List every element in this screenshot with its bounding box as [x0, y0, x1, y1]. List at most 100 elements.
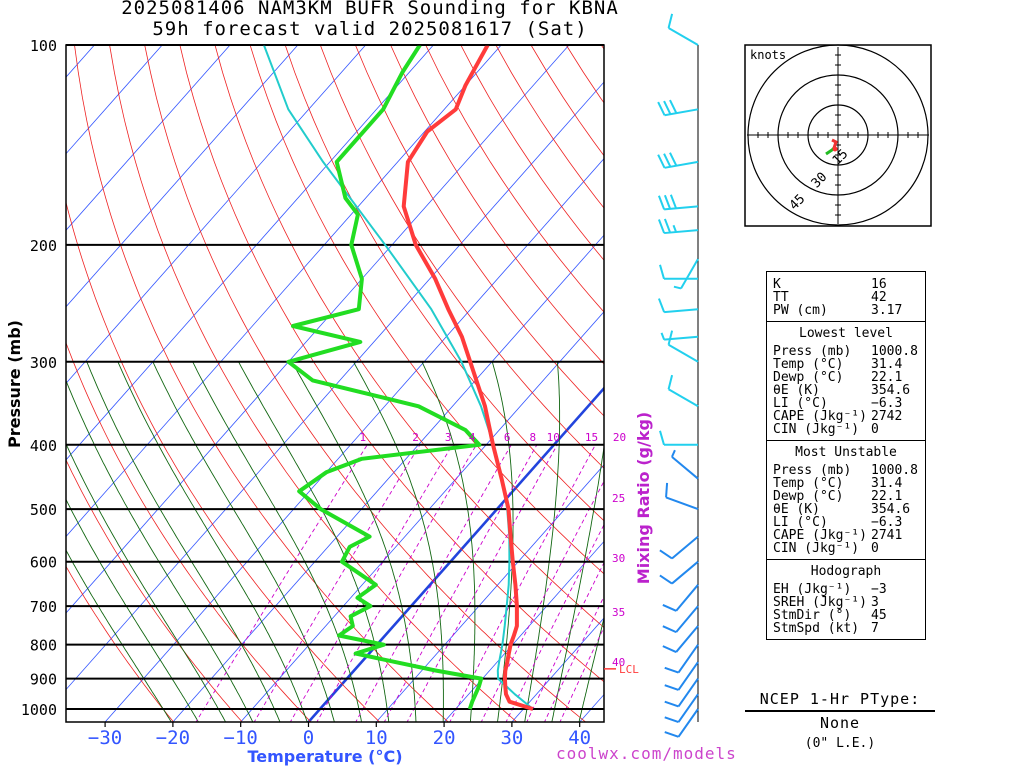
mixing-axis-label: Mixing Ratio (g/kg): [634, 412, 653, 584]
mixing-ratio-lines: [195, 444, 604, 722]
param-row: Press (mb) 1000.8: [773, 464, 919, 477]
barb-flag: [664, 684, 679, 691]
wind-barb: [657, 218, 699, 235]
credit-url: coolwx.com/models: [556, 744, 737, 763]
param-row: Temp (°C) 31.4: [773, 477, 919, 490]
mixing-ratio-line: [544, 595, 604, 722]
mixing-ratio-line: [355, 444, 512, 722]
barb-flag: [664, 666, 679, 674]
isotherm-line: [66, 45, 434, 461]
barb-flag: [669, 152, 678, 167]
barb-flag: [659, 264, 665, 280]
param-value: 1000.8: [871, 463, 918, 478]
temp-tick-label: 10: [365, 727, 388, 749]
pressure-tick-label: 200: [30, 237, 57, 255]
wind-barb: [662, 605, 699, 634]
barb-flag: [664, 716, 679, 723]
mixing-ratio-line: [480, 480, 604, 722]
isotherm-line: [66, 45, 367, 384]
dry-adiabat: [319, 45, 604, 469]
barb-flag: [657, 298, 666, 313]
param-value: 45: [871, 608, 887, 623]
mixing-ratio-line: [289, 444, 453, 722]
ptype-divider: [745, 710, 935, 712]
param-label: StmSpd (kt): [773, 621, 860, 636]
param-label: θE (K): [773, 502, 820, 517]
wind-barb: [664, 693, 699, 723]
param-row: Temp (°C) 31.4: [773, 358, 919, 371]
temp-tick-label: 20: [433, 727, 456, 749]
param-label: Press (mb): [773, 463, 852, 478]
wind-barb: [657, 99, 699, 117]
param-value: −6.3: [871, 515, 903, 530]
sounding-traces: [262, 45, 534, 711]
param-label: PW (cm): [773, 303, 828, 318]
barb-flag: [662, 603, 677, 612]
wind-barb: [659, 430, 698, 446]
param-row: LI (°C) −6.3: [773, 516, 919, 529]
temp-tick-label: −30: [88, 727, 122, 749]
indices-table: K 16 TT 42 PW (cm) 3.17 Lowest level Press (mb)…: [766, 271, 926, 640]
barb-flag: [667, 374, 674, 390]
wind-barb: [657, 298, 699, 314]
wind-barb: [662, 625, 699, 653]
ptype-box: NCEP 1-Hr PType: None (0" L.E.): [745, 690, 935, 751]
mixing-ratio-tick: 4: [469, 431, 476, 444]
barb-flag: [667, 13, 674, 29]
wind-barb: [664, 708, 699, 738]
param-label: StmDir (°): [773, 608, 852, 623]
barb-staff: [668, 388, 699, 408]
barb-flag: [663, 194, 672, 210]
barb-flag: [669, 194, 678, 209]
param-value: 3.17: [871, 303, 903, 318]
moist-adiabat: [192, 361, 363, 722]
dewpoint-trace: [286, 45, 484, 710]
barb-staff: [668, 27, 699, 46]
plot-frame: [65, 44, 605, 727]
dry-adiabat: [66, 459, 243, 722]
mixing-ratio-line: [449, 444, 596, 722]
param-row: K 16: [773, 278, 919, 291]
dry-adiabat: [66, 341, 312, 722]
param-label: CIN (Jkg⁻¹): [773, 422, 860, 437]
pressure-tick-label: 700: [30, 598, 57, 616]
moist-adiabat: [578, 616, 604, 722]
moist-adiabat: [551, 444, 604, 722]
isotherm-line: [66, 45, 231, 231]
mixing-ratio-line: [253, 444, 421, 722]
barb-flag: [657, 219, 666, 234]
dry-adiabat: [144, 45, 587, 722]
pressure-tick-label: 300: [30, 354, 57, 372]
moist-adiabat: [152, 361, 335, 722]
wind-barb: [659, 264, 698, 280]
param-row: Dewp (°C) 22.1: [773, 490, 919, 503]
wind-barb: [664, 661, 699, 691]
param-row: EH (Jkg⁻¹) −3: [773, 583, 919, 596]
param-value: 3: [871, 595, 879, 610]
param-row: SREH (Jkg⁻¹) 3: [773, 596, 919, 609]
ptype-title: NCEP 1-Hr PType:: [759, 690, 921, 708]
wind-barb: [659, 535, 699, 560]
param-label: EH (Jkg⁻¹): [773, 582, 852, 597]
barb-half-flag: [673, 285, 682, 290]
barb-staff: [671, 535, 699, 560]
moist-adiabat: [86, 361, 281, 722]
param-label: LI (°C): [773, 396, 828, 411]
wind-barb: [665, 482, 699, 511]
x-axis-label: Temperature (°C): [247, 747, 402, 766]
wind-barb: [657, 152, 699, 169]
barb-flag: [662, 625, 677, 634]
temp-tick-label: −20: [156, 727, 190, 749]
param-value: 22.1: [871, 370, 903, 385]
mixing-ratio-tick: 3: [445, 431, 452, 444]
mixing-ratio-tick: 6: [504, 431, 511, 444]
temp-tick-label: 0: [303, 727, 314, 749]
mixing-ratio-tick: 25: [612, 492, 625, 505]
indices-section: K 16 TT 42 PW (cm) 3.17: [766, 271, 926, 322]
param-value: 0: [871, 541, 879, 556]
moist-adiabat: [117, 361, 308, 722]
isotherm-line: [443, 540, 604, 722]
dry-adiabat: [355, 45, 604, 417]
